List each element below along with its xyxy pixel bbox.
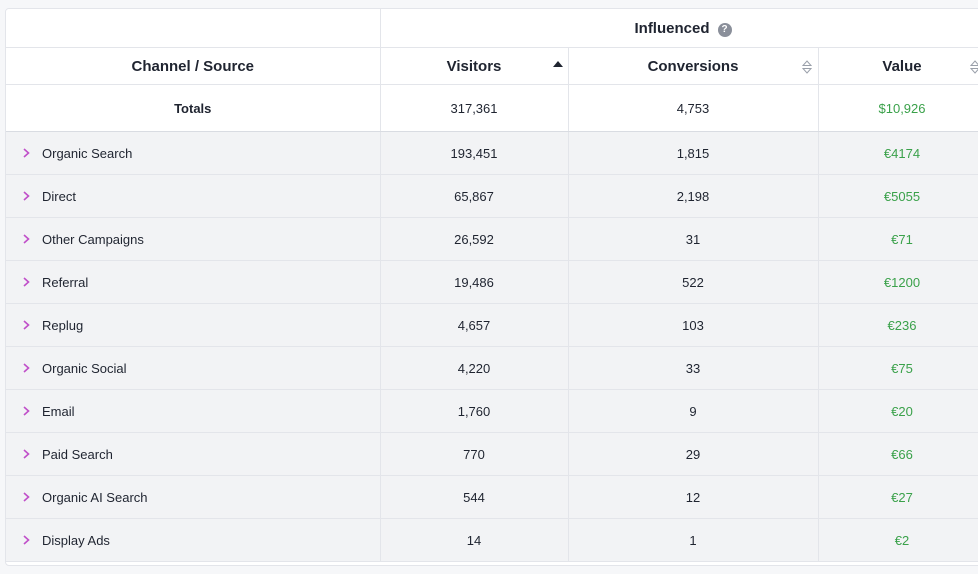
channel-name: Direct xyxy=(42,188,76,204)
value-cell: €1200 xyxy=(818,260,978,304)
conversions-cell: 12 xyxy=(568,475,819,519)
channel-cell[interactable]: Organic Social xyxy=(6,346,381,390)
chevron-right-icon[interactable] xyxy=(20,147,32,159)
table-row[interactable]: Organic Social 4,220 33 €75 xyxy=(6,346,978,390)
table-row[interactable]: Other Campaigns 26,592 31 €71 xyxy=(6,217,978,261)
channel-name: Paid Search xyxy=(42,446,113,462)
column-header-row: Channel / Source Visitors Conversions Va… xyxy=(6,47,978,85)
conversions-cell: 9 xyxy=(568,389,819,433)
channel-name: Display Ads xyxy=(42,532,110,548)
help-circle-icon[interactable]: ? xyxy=(717,22,732,37)
value-cell: €20 xyxy=(818,389,978,433)
channel-name: Organic Search xyxy=(42,145,133,161)
column-header-visitors-label: Visitors xyxy=(446,57,502,75)
conversions-cell: 29 xyxy=(568,432,819,476)
totals-label: Totals xyxy=(6,84,381,132)
visitors-cell: 65,867 xyxy=(380,174,569,218)
value-cell: €5055 xyxy=(818,174,978,218)
table-row[interactable]: Display Ads 14 1 €2 xyxy=(6,518,978,562)
value-cell: €66 xyxy=(818,432,978,476)
totals-value: $10,926 xyxy=(818,84,978,132)
channel-name: Email xyxy=(42,403,75,419)
channel-cell[interactable]: Direct xyxy=(6,174,381,218)
value-cell: €236 xyxy=(818,303,978,347)
channel-cell[interactable]: Organic Search xyxy=(6,131,381,175)
chevron-right-icon[interactable] xyxy=(20,190,32,202)
visitors-cell: 4,657 xyxy=(380,303,569,347)
channel-cell[interactable]: Email xyxy=(6,389,381,433)
totals-row: Totals 317,361 4,753 $10,926 xyxy=(6,84,978,132)
column-header-visitors[interactable]: Visitors xyxy=(380,47,569,85)
sort-unsorted-icon[interactable] xyxy=(801,60,812,74)
column-header-value-label: Value xyxy=(882,57,922,75)
column-header-value[interactable]: Value xyxy=(818,47,978,85)
visitors-cell: 4,220 xyxy=(380,346,569,390)
channel-cell[interactable]: Display Ads xyxy=(6,518,381,562)
table-row[interactable]: Direct 65,867 2,198 €5055 xyxy=(6,174,978,218)
channel-cell[interactable]: Replug xyxy=(6,303,381,347)
visitors-cell: 19,486 xyxy=(380,260,569,304)
channel-cell[interactable]: Other Campaigns xyxy=(6,217,381,261)
chevron-right-icon[interactable] xyxy=(20,319,32,331)
sort-ascending-icon[interactable] xyxy=(552,61,563,67)
group-spacer-cell xyxy=(6,9,381,48)
conversions-cell: 1 xyxy=(568,518,819,562)
channel-report-table: Influenced? Channel / Source Visitors Co… xyxy=(6,9,978,562)
totals-conversions: 4,753 xyxy=(568,84,819,132)
table-row[interactable]: Organic Search 193,451 1,815 €4174 xyxy=(6,131,978,175)
value-cell: €4174 xyxy=(818,131,978,175)
influenced-group-header: Influenced? xyxy=(380,9,978,48)
channel-cell[interactable]: Referral xyxy=(6,260,381,304)
table-row[interactable]: Email 1,760 9 €20 xyxy=(6,389,978,433)
chevron-right-icon[interactable] xyxy=(20,534,32,546)
channel-cell[interactable]: Paid Search xyxy=(6,432,381,476)
influenced-group-title: Influenced xyxy=(634,19,710,37)
sort-unsorted-icon[interactable] xyxy=(969,60,978,74)
visitors-cell: 770 xyxy=(380,432,569,476)
table-row[interactable]: Referral 19,486 522 €1200 xyxy=(6,260,978,304)
column-group-row: Influenced? xyxy=(6,9,978,48)
channel-cell[interactable]: Organic AI Search xyxy=(6,475,381,519)
value-cell: €2 xyxy=(818,518,978,562)
conversions-cell: 33 xyxy=(568,346,819,390)
column-header-conversions[interactable]: Conversions xyxy=(568,47,819,85)
channel-name: Other Campaigns xyxy=(42,231,144,247)
chevron-right-icon[interactable] xyxy=(20,362,32,374)
channel-report-table-card: Influenced? Channel / Source Visitors Co… xyxy=(5,8,978,566)
visitors-cell: 193,451 xyxy=(380,131,569,175)
visitors-cell: 26,592 xyxy=(380,217,569,261)
conversions-cell: 31 xyxy=(568,217,819,261)
channel-name: Organic Social xyxy=(42,360,127,376)
conversions-cell: 2,198 xyxy=(568,174,819,218)
chevron-right-icon[interactable] xyxy=(20,233,32,245)
column-header-conversions-label: Conversions xyxy=(647,57,739,75)
conversions-cell: 1,815 xyxy=(568,131,819,175)
value-cell: €75 xyxy=(818,346,978,390)
chevron-right-icon[interactable] xyxy=(20,405,32,417)
value-cell: €27 xyxy=(818,475,978,519)
chevron-right-icon[interactable] xyxy=(20,491,32,503)
table-row[interactable]: Replug 4,657 103 €236 xyxy=(6,303,978,347)
chevron-right-icon[interactable] xyxy=(20,276,32,288)
totals-visitors: 317,361 xyxy=(380,84,569,132)
conversions-cell: 522 xyxy=(568,260,819,304)
visitors-cell: 14 xyxy=(380,518,569,562)
value-cell: €71 xyxy=(818,217,978,261)
visitors-cell: 1,760 xyxy=(380,389,569,433)
channel-name: Organic AI Search xyxy=(42,489,148,505)
visitors-cell: 544 xyxy=(380,475,569,519)
column-header-channel[interactable]: Channel / Source xyxy=(6,47,381,85)
conversions-cell: 103 xyxy=(568,303,819,347)
table-row[interactable]: Organic AI Search 544 12 €27 xyxy=(6,475,978,519)
chevron-right-icon[interactable] xyxy=(20,448,32,460)
table-row[interactable]: Paid Search 770 29 €66 xyxy=(6,432,978,476)
channel-name: Replug xyxy=(42,317,84,333)
channel-name: Referral xyxy=(42,274,89,290)
